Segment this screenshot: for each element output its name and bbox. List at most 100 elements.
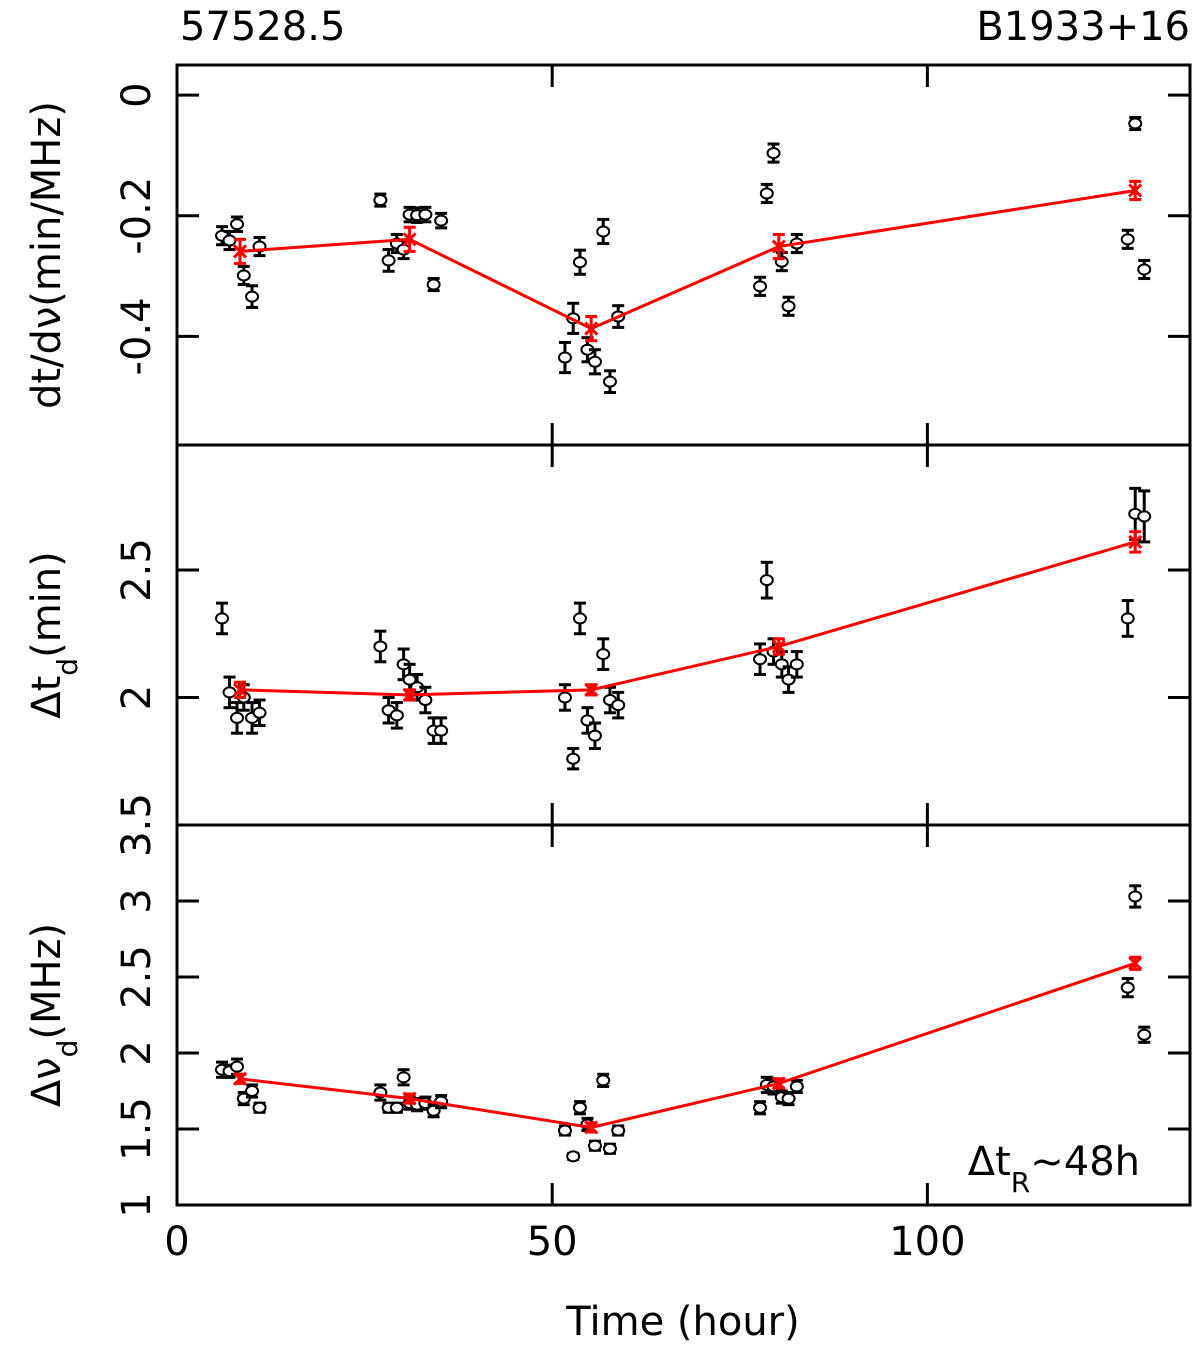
point [587,355,602,368]
series-line [239,188,1136,331]
point [1128,183,1143,198]
plot-frame [175,63,1192,447]
point [1128,117,1143,130]
point [232,682,248,697]
point [557,351,572,364]
point [584,1120,599,1135]
series-line [239,540,1136,697]
y-tick-label: 3.5 [114,793,160,857]
plot-frame [175,823,1192,1207]
point [402,1091,417,1106]
point [232,1071,248,1086]
y-axis-label: Δνd(MHz) [24,923,84,1107]
point [373,194,388,207]
point [434,214,449,227]
text-part: (MHz) [24,923,70,1040]
point [611,1124,626,1137]
point [1137,510,1152,523]
point [596,225,611,238]
point [789,1080,804,1093]
point [381,254,396,267]
annotation: ΔtR~48h [968,1139,1140,1199]
point [402,673,417,686]
y-tick-label: -0.2 [114,177,160,255]
point [252,1101,267,1114]
text-part: Δν [24,1057,70,1107]
point [1128,534,1143,549]
text-part: ~48h [1030,1139,1140,1185]
point [584,682,599,697]
point [759,574,774,587]
point [557,1124,572,1137]
point [584,321,599,336]
point [232,244,248,259]
point [572,1101,587,1114]
point [587,729,602,742]
point [1137,1028,1152,1041]
point [252,706,267,719]
point [230,218,245,231]
y-tick-label: 2 [114,1040,160,1065]
point [373,640,388,653]
point [402,232,417,247]
x-tick-label: 100 [889,1219,965,1265]
point [572,256,587,269]
point [781,300,796,313]
point [753,1101,768,1114]
point [222,234,237,247]
title-right: B1933+16 [976,4,1190,50]
point [611,699,626,712]
point [230,711,245,724]
y-tick-label: 1 [114,1192,160,1217]
text-part: Δt [968,1139,1011,1185]
point [230,1060,245,1073]
point [1120,233,1135,246]
point [1137,263,1152,276]
y-tick-label: 2.5 [114,945,160,1009]
point [602,375,617,388]
y-axis-label: dt/dν(min/MHz) [24,101,70,409]
point [215,612,230,625]
x-tick-label: 0 [164,1219,189,1265]
point [771,239,786,254]
point [566,1150,581,1163]
point [596,648,611,661]
point [389,709,404,722]
y-tick-label: 3.5 [114,793,160,857]
point [222,686,237,699]
x-axis-label: Time (hour) [565,1299,799,1345]
point [596,1074,611,1087]
point [1128,890,1143,903]
y-tick-label: 1.5 [114,1097,160,1161]
point [396,1071,411,1084]
point [771,639,786,654]
point [418,208,433,221]
subscript: R [1011,1166,1030,1199]
y-tick-label: 3 [114,888,160,913]
y-tick-label: 2 [114,685,160,710]
point [245,1085,260,1097]
x-tick-label: 50 [527,1219,578,1265]
text-part: (min) [24,551,70,658]
point [245,290,260,303]
title-left: 57528.5 [180,4,345,50]
point [1120,981,1135,994]
point [781,1092,796,1105]
point [753,280,768,293]
point [789,658,804,671]
y-tick-label: -0.4 [114,297,160,375]
point [1128,956,1143,971]
point [766,147,781,160]
point [572,612,587,625]
point [389,1101,404,1114]
point [418,694,433,707]
point [434,724,449,737]
text-part: dt/dν(min/MHz) [24,101,70,409]
y-axis-label: Δtd(min) [24,551,84,718]
y-tick-label: 0 [114,82,160,107]
subscript: d [51,658,84,676]
series-line [239,961,1136,1130]
point [602,1142,617,1155]
point [759,187,774,200]
